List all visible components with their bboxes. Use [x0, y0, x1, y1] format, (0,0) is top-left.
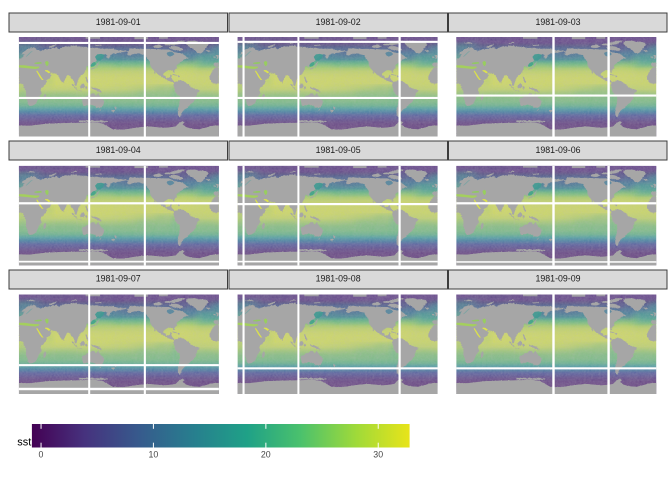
svg-text:1981-09-09: 1981-09-09 [536, 274, 581, 284]
svg-text:1981-09-07: 1981-09-07 [96, 274, 141, 284]
svg-text:1981-09-04: 1981-09-04 [96, 145, 141, 155]
svg-text:1981-09-03: 1981-09-03 [536, 17, 581, 27]
svg-text:sst: sst [17, 437, 31, 449]
svg-text:10: 10 [149, 450, 159, 460]
svg-text:1981-09-05: 1981-09-05 [316, 145, 361, 155]
svg-text:1981-09-01: 1981-09-01 [96, 17, 141, 27]
svg-text:0: 0 [39, 450, 44, 460]
svg-text:20: 20 [261, 450, 271, 460]
svg-text:30: 30 [373, 450, 383, 460]
svg-text:1981-09-06: 1981-09-06 [536, 145, 581, 155]
svg-text:1981-09-02: 1981-09-02 [316, 17, 361, 27]
svg-text:1981-09-08: 1981-09-08 [316, 274, 361, 284]
